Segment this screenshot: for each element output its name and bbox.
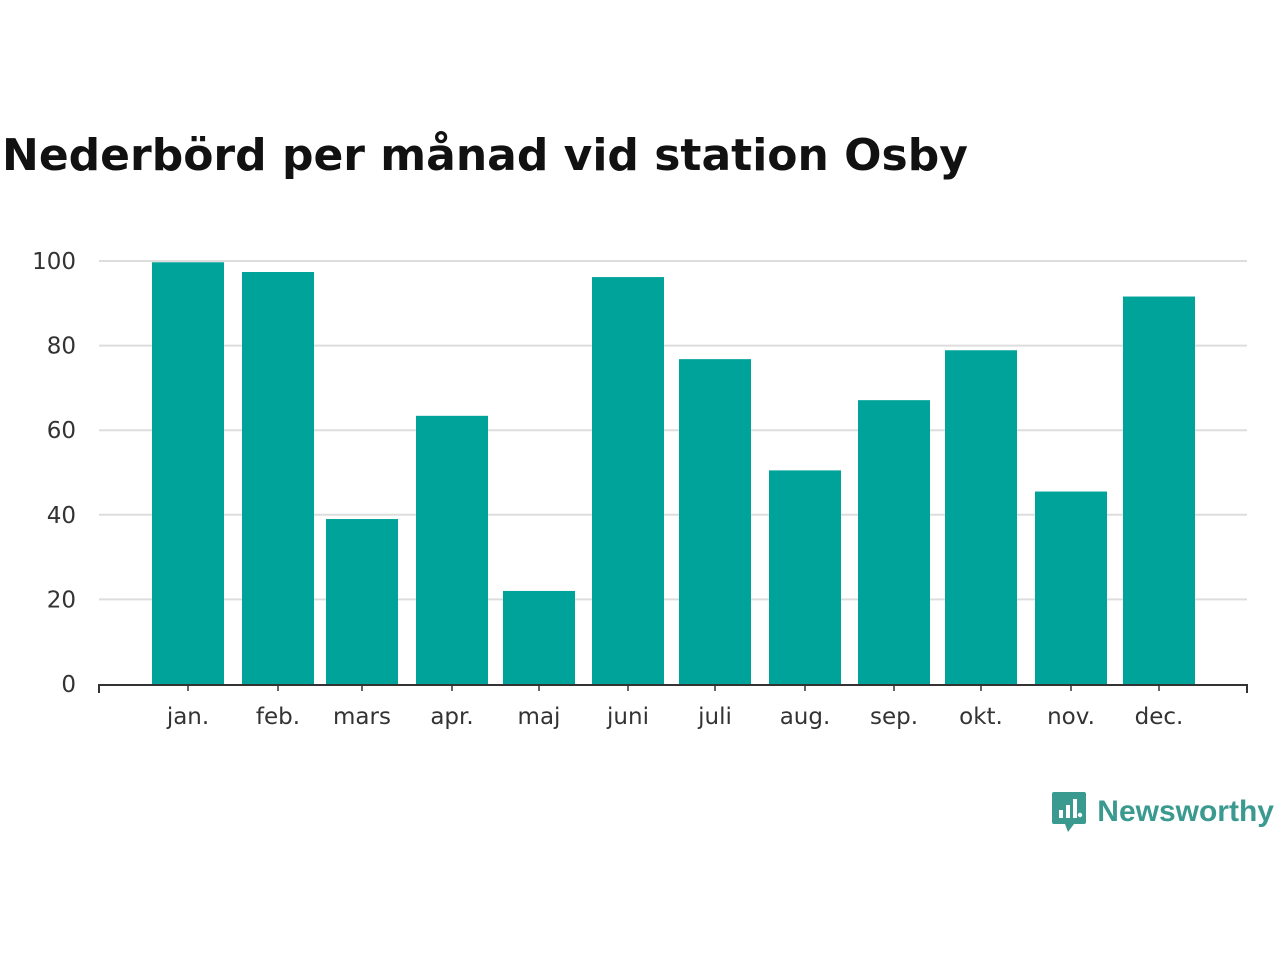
bar [152,262,224,684]
bar [416,415,488,684]
x-tick-label: feb. [256,704,300,730]
x-tick-label: apr. [430,704,473,730]
x-tick-label: maj [518,704,561,730]
x-tick-label: okt. [959,704,1003,730]
bar [503,590,575,684]
x-tick-label: sep. [870,704,918,730]
x-tick-label: mars [333,704,391,730]
bar [1035,491,1107,684]
x-tick-label: aug. [780,704,831,730]
chart-speech-bubble-icon [1052,792,1087,832]
bar [592,277,664,684]
y-tick-label: 0 [61,672,76,698]
chart-title: Nederbörd per månad vid station Osby [2,130,968,181]
bar [858,400,930,684]
x-tick-label: nov. [1047,704,1095,730]
brand-logo: Newsworthy [1051,790,1274,834]
bar [242,271,314,684]
y-tick-label: 20 [47,587,76,613]
brand-name: Newsworthy [1097,795,1274,828]
bar [1123,296,1195,684]
bar [945,350,1017,684]
x-tick-label: juni [606,704,649,730]
bar [769,470,841,684]
x-tick-label: juli [697,704,732,730]
y-tick-label: 40 [47,503,76,529]
x-tick-label: dec. [1135,704,1184,730]
bar [679,359,751,684]
y-tick-label: 60 [47,418,76,444]
y-tick-label: 80 [47,334,76,360]
x-tick-label: jan. [166,704,209,730]
bar [326,519,398,684]
y-tick-label: 100 [32,249,76,275]
